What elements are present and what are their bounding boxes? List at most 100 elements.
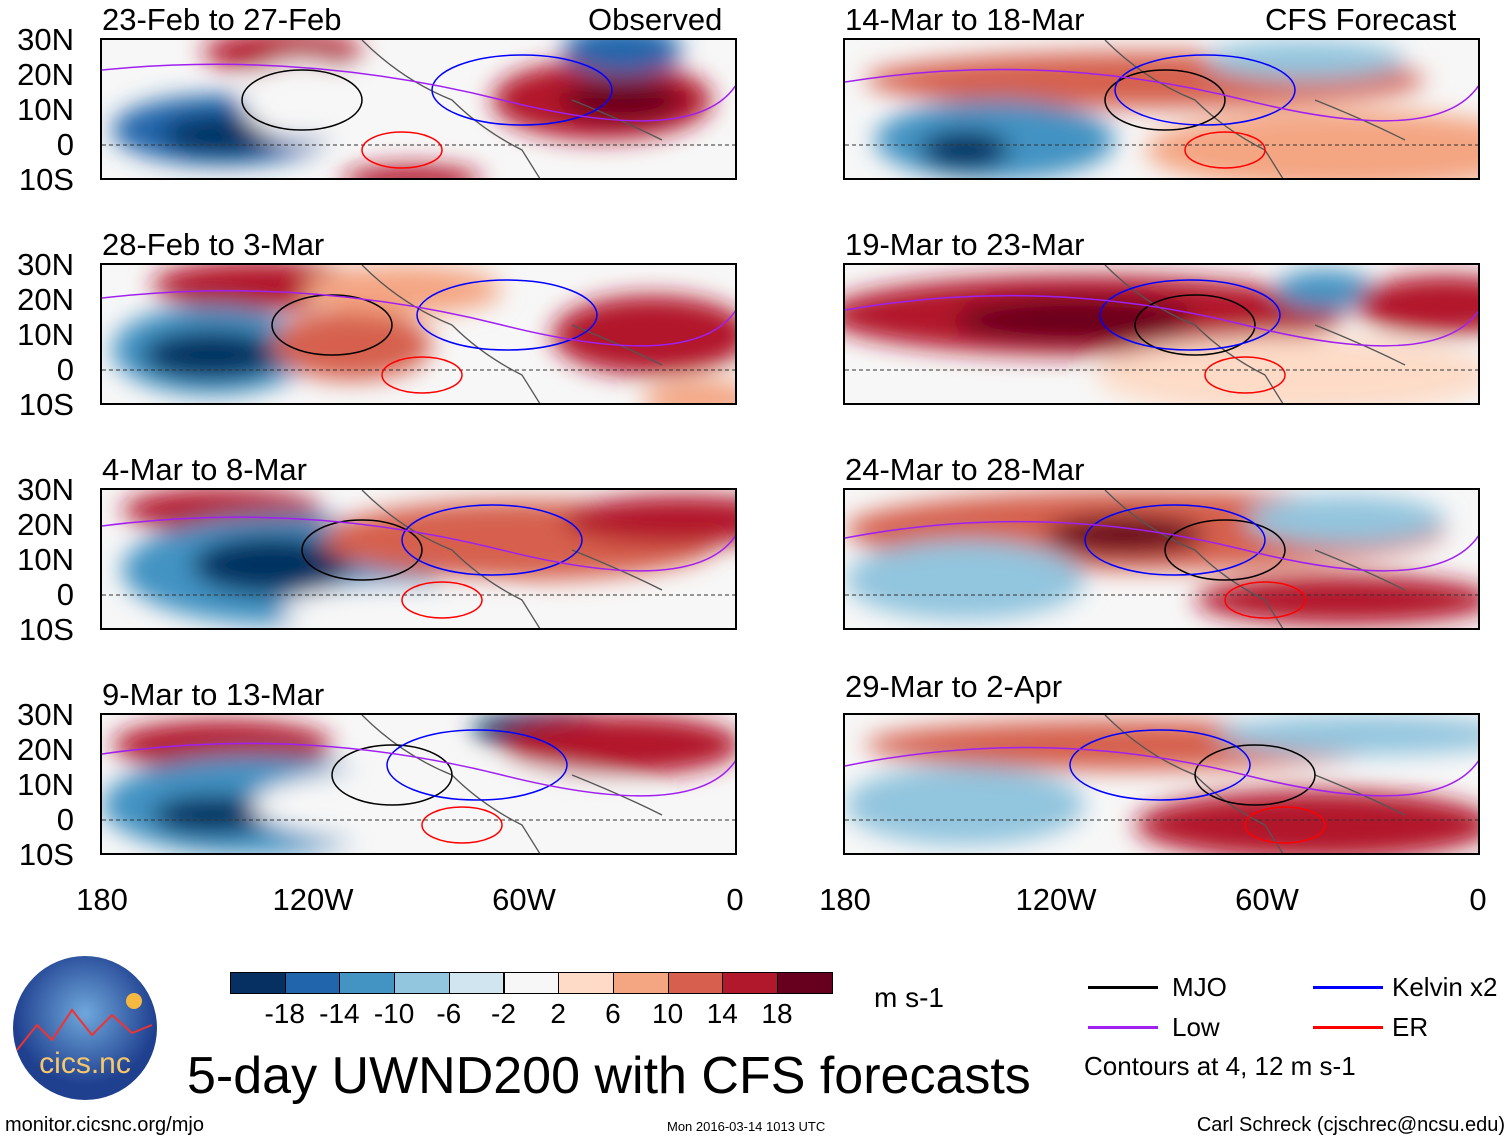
anomaly-region [955,298,1195,342]
anomaly-region [302,265,502,315]
figure-title: 5-day UWND200 with CFS forecasts [187,1047,1031,1105]
panel-date-range: 24-Mar to 28-Mar [845,452,1085,487]
colorbar-swatch [230,972,286,994]
er-contour [381,356,463,394]
lat-label: 30N [17,22,74,57]
kelvin-contour [416,279,598,351]
anomaly-region [1045,515,1205,555]
panel-date-range: 28-Feb to 3-Mar [102,227,325,262]
low-contour [102,516,735,572]
kelvin-contour [1099,279,1281,351]
lat-label: 10S [18,612,74,647]
lat-label: 0 [56,127,74,162]
panel-date-range: 29-Mar to 2-Apr [845,669,1063,704]
source-url: monitor.cicsnc.org/mjo [5,1114,204,1136]
colorbar-swatch [667,972,724,994]
kelvin-contour [401,504,583,576]
anomaly-region [552,295,735,375]
colorbar-swatch [284,972,341,994]
anomaly-region [502,715,735,775]
anomaly-region [1205,40,1405,80]
colorbar-label: -10 [373,998,415,1029]
colorbar-label: -18 [264,998,305,1029]
colorbar-swatch [722,972,778,994]
anomaly-region [1195,575,1478,625]
colorbar-label: 6 [605,998,621,1029]
colorbar-label: -14 [319,998,360,1029]
kelvin-contour [1114,54,1296,126]
anomaly-region [142,330,282,380]
panel-date-range: 19-Mar to 23-Mar [845,227,1085,262]
lat-label: 10N [17,92,74,127]
mjo-contour [1134,294,1256,356]
er-contour [1244,806,1326,844]
low-contour [102,742,735,797]
legend-label-kelvin: Kelvin x2 [1392,972,1498,1002]
lat-label: 20N [17,282,74,317]
legend-swatch-low [1088,1026,1158,1029]
lat-label: 10N [17,767,74,802]
map-panel [843,488,1480,630]
er-contour [421,806,503,844]
lon-label: 0 [1469,882,1487,917]
anomaly-region [1355,275,1478,335]
map-panel [100,263,737,405]
lat-label: 0 [56,577,74,612]
map-panel [100,38,737,180]
kelvin-contour [386,729,568,801]
panel-date-range: 14-Mar to 18-Mar [845,2,1085,37]
legend-label-er: ER [1392,1012,1429,1042]
low-contour [845,746,1478,797]
contour-note: Contours at 4, 12 m s-1 [1084,1051,1356,1081]
low-contour [845,520,1478,572]
lon-label: 180 [819,882,871,917]
anomaly-region [1145,110,1478,178]
anomaly-region [192,535,352,595]
legend-swatch-mjo [1088,986,1158,989]
anomaly-region [342,165,482,178]
map-panel [843,38,1480,180]
mjo-contour [1194,744,1316,806]
lon-label: 60W [492,882,556,917]
colorbar-label: -6 [436,998,462,1029]
panel-date-range: 4-Mar to 8-Mar [102,452,307,487]
lon-label: 180 [76,882,128,917]
mjo-contour [301,519,423,581]
lat-label: 10S [18,387,74,422]
lat-label: 10N [17,317,74,352]
mjo-contour [241,69,363,131]
anomaly-region [272,310,432,380]
er-contour [1224,581,1306,619]
lat-label: 20N [17,507,74,542]
anomaly-region [642,380,735,403]
er-contour [361,131,443,169]
colorbar-units: m s-1 [874,982,944,1013]
lon-label: 120W [1015,882,1097,917]
panel-date-range: 23-Feb to 27-Feb [102,2,342,37]
map-panel [843,713,1480,855]
anomaly-region [562,495,735,545]
anomaly-region [1095,335,1478,403]
anomaly-region [845,540,1085,620]
anomaly-region [152,795,272,835]
lat-label: 20N [17,57,74,92]
svg-text:cics.nc: cics.nc [39,1047,131,1080]
colorbar-label: 2 [550,998,566,1029]
legend-swatch-kelvin [1313,986,1383,989]
anomaly-region [1245,495,1445,545]
kelvin-contour [1069,729,1251,801]
lon-label: 0 [726,882,744,917]
colorbar-swatch [394,972,450,994]
colorbar-swatch [448,972,505,994]
lat-label: 10N [17,542,74,577]
timestamp: Mon 2016-03-14 1013 UTC [667,1119,826,1134]
colorbar-swatch [558,972,614,994]
anomaly-region [242,60,362,140]
colorbar-label: 10 [652,998,684,1029]
lat-label: 20N [17,732,74,767]
observed-label: Observed [588,2,723,37]
mjo-contour [331,744,453,806]
anomaly-region [845,765,1085,845]
anomaly-region [920,130,1010,170]
